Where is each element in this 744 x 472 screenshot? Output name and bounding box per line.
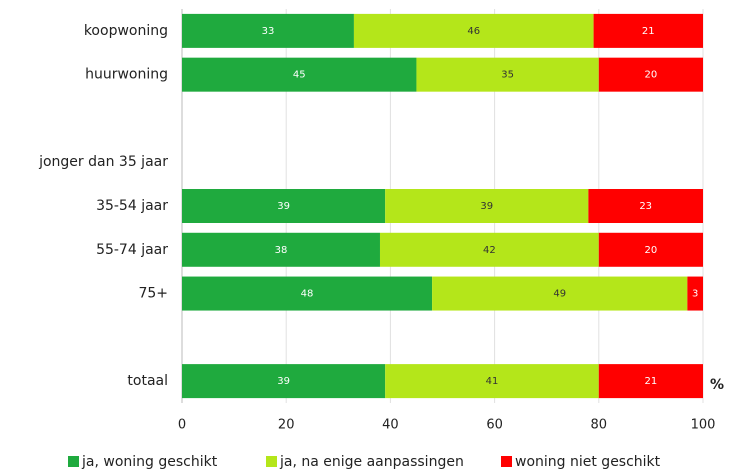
value-label: 42 [483, 245, 496, 256]
x-tick-label: 80 [591, 418, 608, 433]
legend-swatch [266, 456, 277, 467]
y-tick-label: 35-54 jaar [96, 198, 168, 214]
value-label: 38 [275, 245, 288, 256]
value-label: 21 [642, 26, 655, 37]
bar-segment [182, 57, 417, 92]
legend-label: ja, woning geschikt [81, 454, 218, 470]
value-label: 49 [553, 289, 566, 300]
bar-segment [598, 57, 703, 92]
value-label: 20 [645, 245, 658, 256]
y-tick-label: 55-74 jaar [96, 242, 168, 258]
y-tick-label: koopwoning [84, 23, 168, 39]
y-tick-label: jonger dan 35 jaar [38, 154, 168, 170]
x-tick-label: 20 [278, 418, 295, 433]
x-tick-label: 0 [178, 418, 186, 433]
bar-segment [588, 189, 703, 223]
value-label: 48 [301, 289, 314, 300]
legend-swatch [68, 456, 79, 467]
y-tick-label: totaal [127, 373, 168, 389]
x-tick-label: 40 [382, 418, 399, 433]
y-tick-label: 75+ [138, 286, 168, 302]
legend-label: woning niet geschikt [515, 454, 661, 470]
bar-segment [593, 13, 703, 48]
bar-segment [598, 364, 703, 399]
value-label: 39 [277, 201, 290, 212]
bar-segment [598, 232, 703, 267]
bar-segment [182, 13, 354, 48]
legend-swatch [501, 456, 512, 467]
bar-segment [416, 57, 599, 92]
bars [182, 13, 703, 399]
bar-segment [687, 276, 703, 311]
bar-segment [182, 364, 386, 399]
bar-segment [385, 364, 599, 399]
bar-segment [385, 189, 589, 223]
bar-segment [379, 232, 599, 267]
x-tick-label: 60 [486, 418, 503, 433]
bar-segment [182, 232, 380, 267]
y-tick-label: huurwoning [85, 67, 168, 83]
value-label: 3 [692, 289, 698, 300]
value-label: 39 [480, 201, 493, 212]
x-tick-label: 100 [691, 418, 716, 433]
value-label: 23 [639, 201, 652, 212]
bar-segment [182, 189, 386, 223]
bar-segment [182, 276, 433, 311]
legend-label: ja, na enige aanpassingen [279, 454, 464, 470]
value-label: 33 [262, 26, 275, 37]
x-unit: % [710, 377, 724, 393]
value-label: 35 [501, 70, 514, 81]
bar-segment [353, 13, 594, 48]
value-label: 41 [486, 376, 499, 387]
value-label: 45 [293, 70, 306, 81]
bar-segment [432, 276, 688, 311]
value-label: 46 [467, 26, 480, 37]
value-label: 21 [645, 376, 658, 387]
value-label: 20 [645, 70, 658, 81]
value-label: 39 [277, 376, 290, 387]
